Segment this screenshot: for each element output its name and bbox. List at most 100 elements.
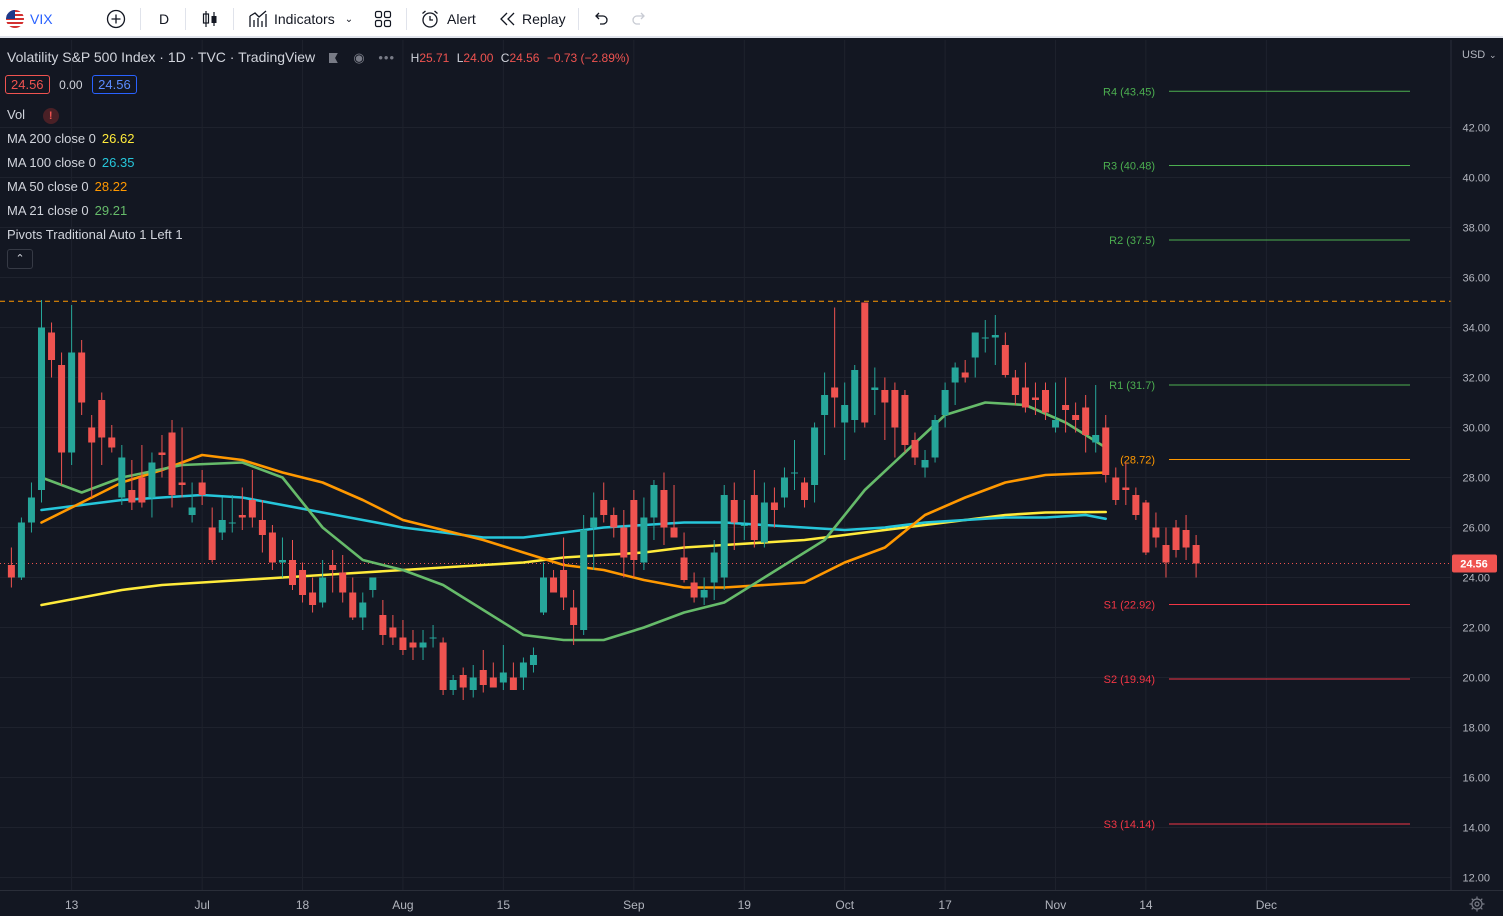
indicators-label: Indicators: [274, 11, 335, 27]
compare-symbol-button[interactable]: [106, 0, 126, 38]
candle-body: [188, 507, 196, 515]
candle: [841, 382, 849, 460]
last-price-value: 24.56: [1460, 559, 1488, 571]
candle: [198, 470, 206, 505]
currency-label[interactable]: USD: [1462, 49, 1485, 61]
symbol-search-button[interactable]: VIX: [6, 0, 53, 38]
candle-body: [961, 372, 969, 378]
candle: [871, 367, 879, 415]
candle: [660, 472, 668, 545]
candle: [17, 517, 25, 580]
replay-button[interactable]: Replay: [499, 0, 566, 38]
x-tick-label: 14: [1139, 898, 1153, 912]
candle-body: [78, 352, 86, 403]
candle-body: [610, 515, 618, 528]
candle-body: [479, 670, 487, 685]
candle-body: [1072, 415, 1080, 420]
pivot-label: (28.72): [1120, 455, 1155, 467]
symbol-label: VIX: [30, 11, 53, 27]
more-options-icon[interactable]: •••: [378, 50, 396, 65]
collapse-legend-button[interactable]: ⌃: [7, 249, 33, 269]
pivot-levels: R4 (43.45) R3 (40.48) R2 (37.5) R1 (31.7) (2…: [1103, 86, 1410, 831]
candle-body: [991, 335, 999, 338]
candle-body: [27, 497, 35, 523]
candle: [1011, 370, 1019, 405]
ma200-legend[interactable]: MA 200 close 0 26.62: [7, 131, 134, 146]
volume-legend[interactable]: Vol !: [7, 107, 59, 124]
indicators-icon: [249, 10, 267, 27]
candle-body: [278, 560, 286, 563]
candle: [1102, 415, 1110, 483]
ma21-legend[interactable]: MA 21 close 0 29.21: [7, 203, 127, 218]
candle: [359, 592, 367, 630]
candle-body: [821, 395, 829, 415]
ma200-label: MA 200 close 0: [7, 131, 96, 146]
x-tick-label: Nov: [1045, 898, 1066, 912]
candle-body: [861, 302, 869, 423]
buy-button[interactable]: 24.56: [92, 75, 137, 94]
candle: [811, 422, 819, 503]
candle: [1021, 362, 1029, 413]
candle: [630, 490, 638, 578]
plus-circle-icon: [106, 9, 126, 29]
candle-body: [258, 520, 266, 535]
y-tick-label: 16.00: [1462, 773, 1490, 785]
symbol-title[interactable]: Volatility S&P 500 Index · 1D · TVC · Tr…: [7, 49, 316, 65]
redo-icon: [632, 12, 645, 25]
pivots-label: Pivots Traditional Auto 1 Left 1: [7, 227, 183, 242]
pivot-label: S2 (19.94): [1104, 674, 1155, 686]
candle-body: [128, 490, 136, 503]
ma100-legend[interactable]: MA 100 close 0 26.35: [7, 155, 134, 170]
candle: [780, 467, 788, 508]
candle-body: [570, 607, 578, 625]
redo-button[interactable]: [630, 0, 648, 38]
indicators-button[interactable]: Indicators ⌄: [248, 0, 353, 38]
ma50-legend[interactable]: MA 50 close 0 28.22: [7, 179, 127, 194]
replay-label: Replay: [522, 11, 566, 27]
chart-type-button[interactable]: [201, 0, 219, 38]
candle: [1092, 385, 1100, 453]
candle-body: [98, 400, 106, 438]
candle: [278, 537, 286, 578]
x-tick-label: 18: [296, 898, 310, 912]
price-axis[interactable]: 12.00 14.00 16.00 18.00 20.00 22.00 24.00 26.00…: [1462, 123, 1490, 885]
candle: [550, 570, 558, 593]
flag-icon[interactable]: [328, 53, 338, 63]
y-tick-label: 28.00: [1462, 473, 1490, 485]
pivots-legend[interactable]: Pivots Traditional Auto 1 Left 1: [7, 227, 183, 242]
x-tick-label: Oct: [835, 898, 854, 912]
candle: [529, 647, 537, 673]
candle: [519, 657, 527, 690]
candle: [921, 450, 929, 478]
candle-body: [680, 557, 688, 580]
candle-body: [289, 560, 296, 585]
candle: [881, 377, 889, 440]
y-tick-label: 12.00: [1462, 873, 1490, 885]
candle: [218, 497, 226, 540]
candle-body: [48, 332, 56, 360]
chevron-up-icon: ⌃: [15, 253, 25, 265]
currency-chevron-icon[interactable]: ⌄: [1489, 50, 1497, 60]
layouts-button[interactable]: [374, 0, 392, 38]
candle-body: [499, 672, 507, 683]
settings-gear-icon[interactable]: [1469, 896, 1485, 912]
price-chart[interactable]: R4 (43.45) R3 (40.48) R2 (37.5) R1 (31.7) (2…: [0, 40, 1503, 916]
warning-icon[interactable]: !: [42, 108, 59, 124]
candle-body: [760, 502, 768, 543]
toolbar-divider: [185, 8, 186, 30]
candle: [1182, 515, 1190, 560]
undo-button[interactable]: [592, 0, 610, 38]
candle-body: [369, 577, 377, 590]
candle-body: [339, 572, 347, 593]
candle-body: [88, 427, 96, 443]
alert-button[interactable]: Alert: [420, 0, 476, 38]
high-label: H: [410, 51, 420, 65]
time-axis[interactable]: 13 Jul 18 Aug 15 Sep 19 Oct 17 Nov 14 Dec: [65, 898, 1277, 912]
interval-button[interactable]: D: [159, 0, 169, 38]
candle-body: [660, 490, 668, 528]
sell-button[interactable]: 24.56: [5, 75, 50, 94]
eye-icon[interactable]: ◉: [353, 50, 365, 65]
candle-body: [309, 592, 317, 605]
high-value: 25.71: [419, 51, 450, 65]
candle: [268, 525, 276, 570]
